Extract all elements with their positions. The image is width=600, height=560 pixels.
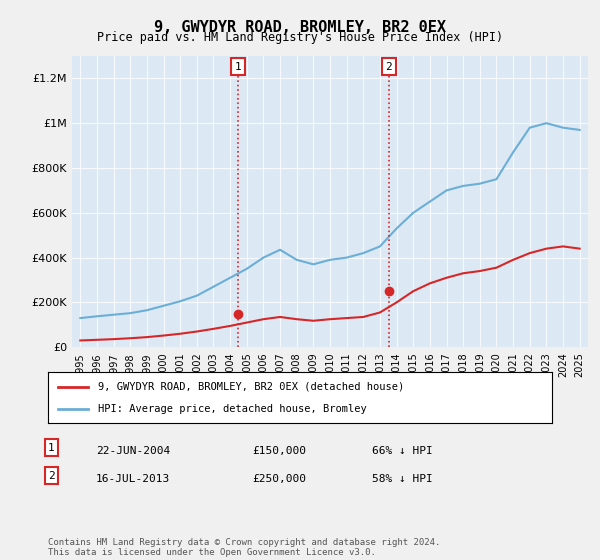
- Text: Price paid vs. HM Land Registry's House Price Index (HPI): Price paid vs. HM Land Registry's House …: [97, 31, 503, 44]
- Text: 58% ↓ HPI: 58% ↓ HPI: [372, 474, 433, 484]
- Text: 22-JUN-2004: 22-JUN-2004: [96, 446, 170, 456]
- Text: £150,000: £150,000: [252, 446, 306, 456]
- Text: 1: 1: [235, 62, 241, 72]
- Text: Contains HM Land Registry data © Crown copyright and database right 2024.
This d: Contains HM Land Registry data © Crown c…: [48, 538, 440, 557]
- Text: 16-JUL-2013: 16-JUL-2013: [96, 474, 170, 484]
- Text: 66% ↓ HPI: 66% ↓ HPI: [372, 446, 433, 456]
- Text: £250,000: £250,000: [252, 474, 306, 484]
- Text: 2: 2: [386, 62, 392, 72]
- Text: HPI: Average price, detached house, Bromley: HPI: Average price, detached house, Brom…: [98, 404, 367, 414]
- Text: 9, GWYDYR ROAD, BROMLEY, BR2 0EX: 9, GWYDYR ROAD, BROMLEY, BR2 0EX: [154, 20, 446, 35]
- Text: 2: 2: [48, 471, 55, 481]
- Text: 9, GWYDYR ROAD, BROMLEY, BR2 0EX (detached house): 9, GWYDYR ROAD, BROMLEY, BR2 0EX (detach…: [98, 381, 404, 391]
- Text: 1: 1: [48, 443, 55, 453]
